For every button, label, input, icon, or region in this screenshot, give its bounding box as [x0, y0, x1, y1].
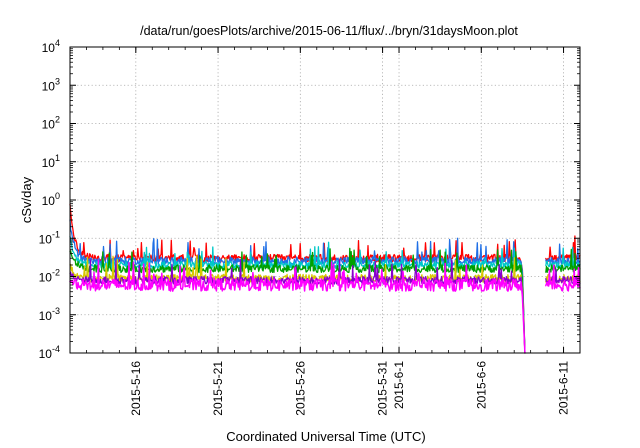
y-tick-labels: 10-4 10-3 10-2 10-1 100 101 102 103 104 — [39, 38, 60, 361]
y-tick-label: 10-3 — [39, 306, 60, 323]
series-green — [69, 247, 526, 354]
y-axis-title: cSv/day — [19, 176, 34, 223]
y-tick-label: 10-1 — [39, 229, 60, 246]
chart-title: /data/run/goesPlots/archive/2015-06-11/f… — [140, 24, 518, 38]
y-tick-label: 100 — [42, 191, 60, 208]
series-magenta — [69, 259, 526, 354]
tick-marks — [70, 46, 580, 354]
x-axis-title: Coordinated Universal Time (UTC) — [226, 429, 425, 444]
y-tick-label: 103 — [42, 76, 60, 93]
grid — [70, 47, 580, 353]
x-tick-label: 2015-6-11 — [557, 361, 571, 415]
x-tick-labels: 2015-5-16 2015-5-21 2015-5-26 2015-5-31 2015… — [129, 361, 571, 416]
x-tick-label: 2015-6-6 — [474, 361, 488, 409]
y-tick-label: 10-2 — [39, 268, 60, 285]
x-tick-label: 2015-5-16 — [129, 361, 143, 416]
x-tick-label: 2015-6-1 — [392, 361, 406, 409]
y-tick-label: 104 — [42, 38, 60, 55]
x-tick-label: 2015-5-21 — [211, 361, 225, 416]
y-tick-label: 102 — [42, 115, 60, 132]
x-tick-label: 2015-5-26 — [293, 361, 307, 416]
y-tick-label: 101 — [42, 153, 60, 170]
x-tick-label: 2015-5-31 — [376, 361, 390, 416]
series-magenta-after-gap — [545, 264, 581, 292]
y-tick-label: 10-4 — [39, 344, 60, 361]
series-layer — [69, 203, 581, 354]
series-green-after-gap — [545, 248, 581, 274]
series-purple — [69, 259, 526, 354]
